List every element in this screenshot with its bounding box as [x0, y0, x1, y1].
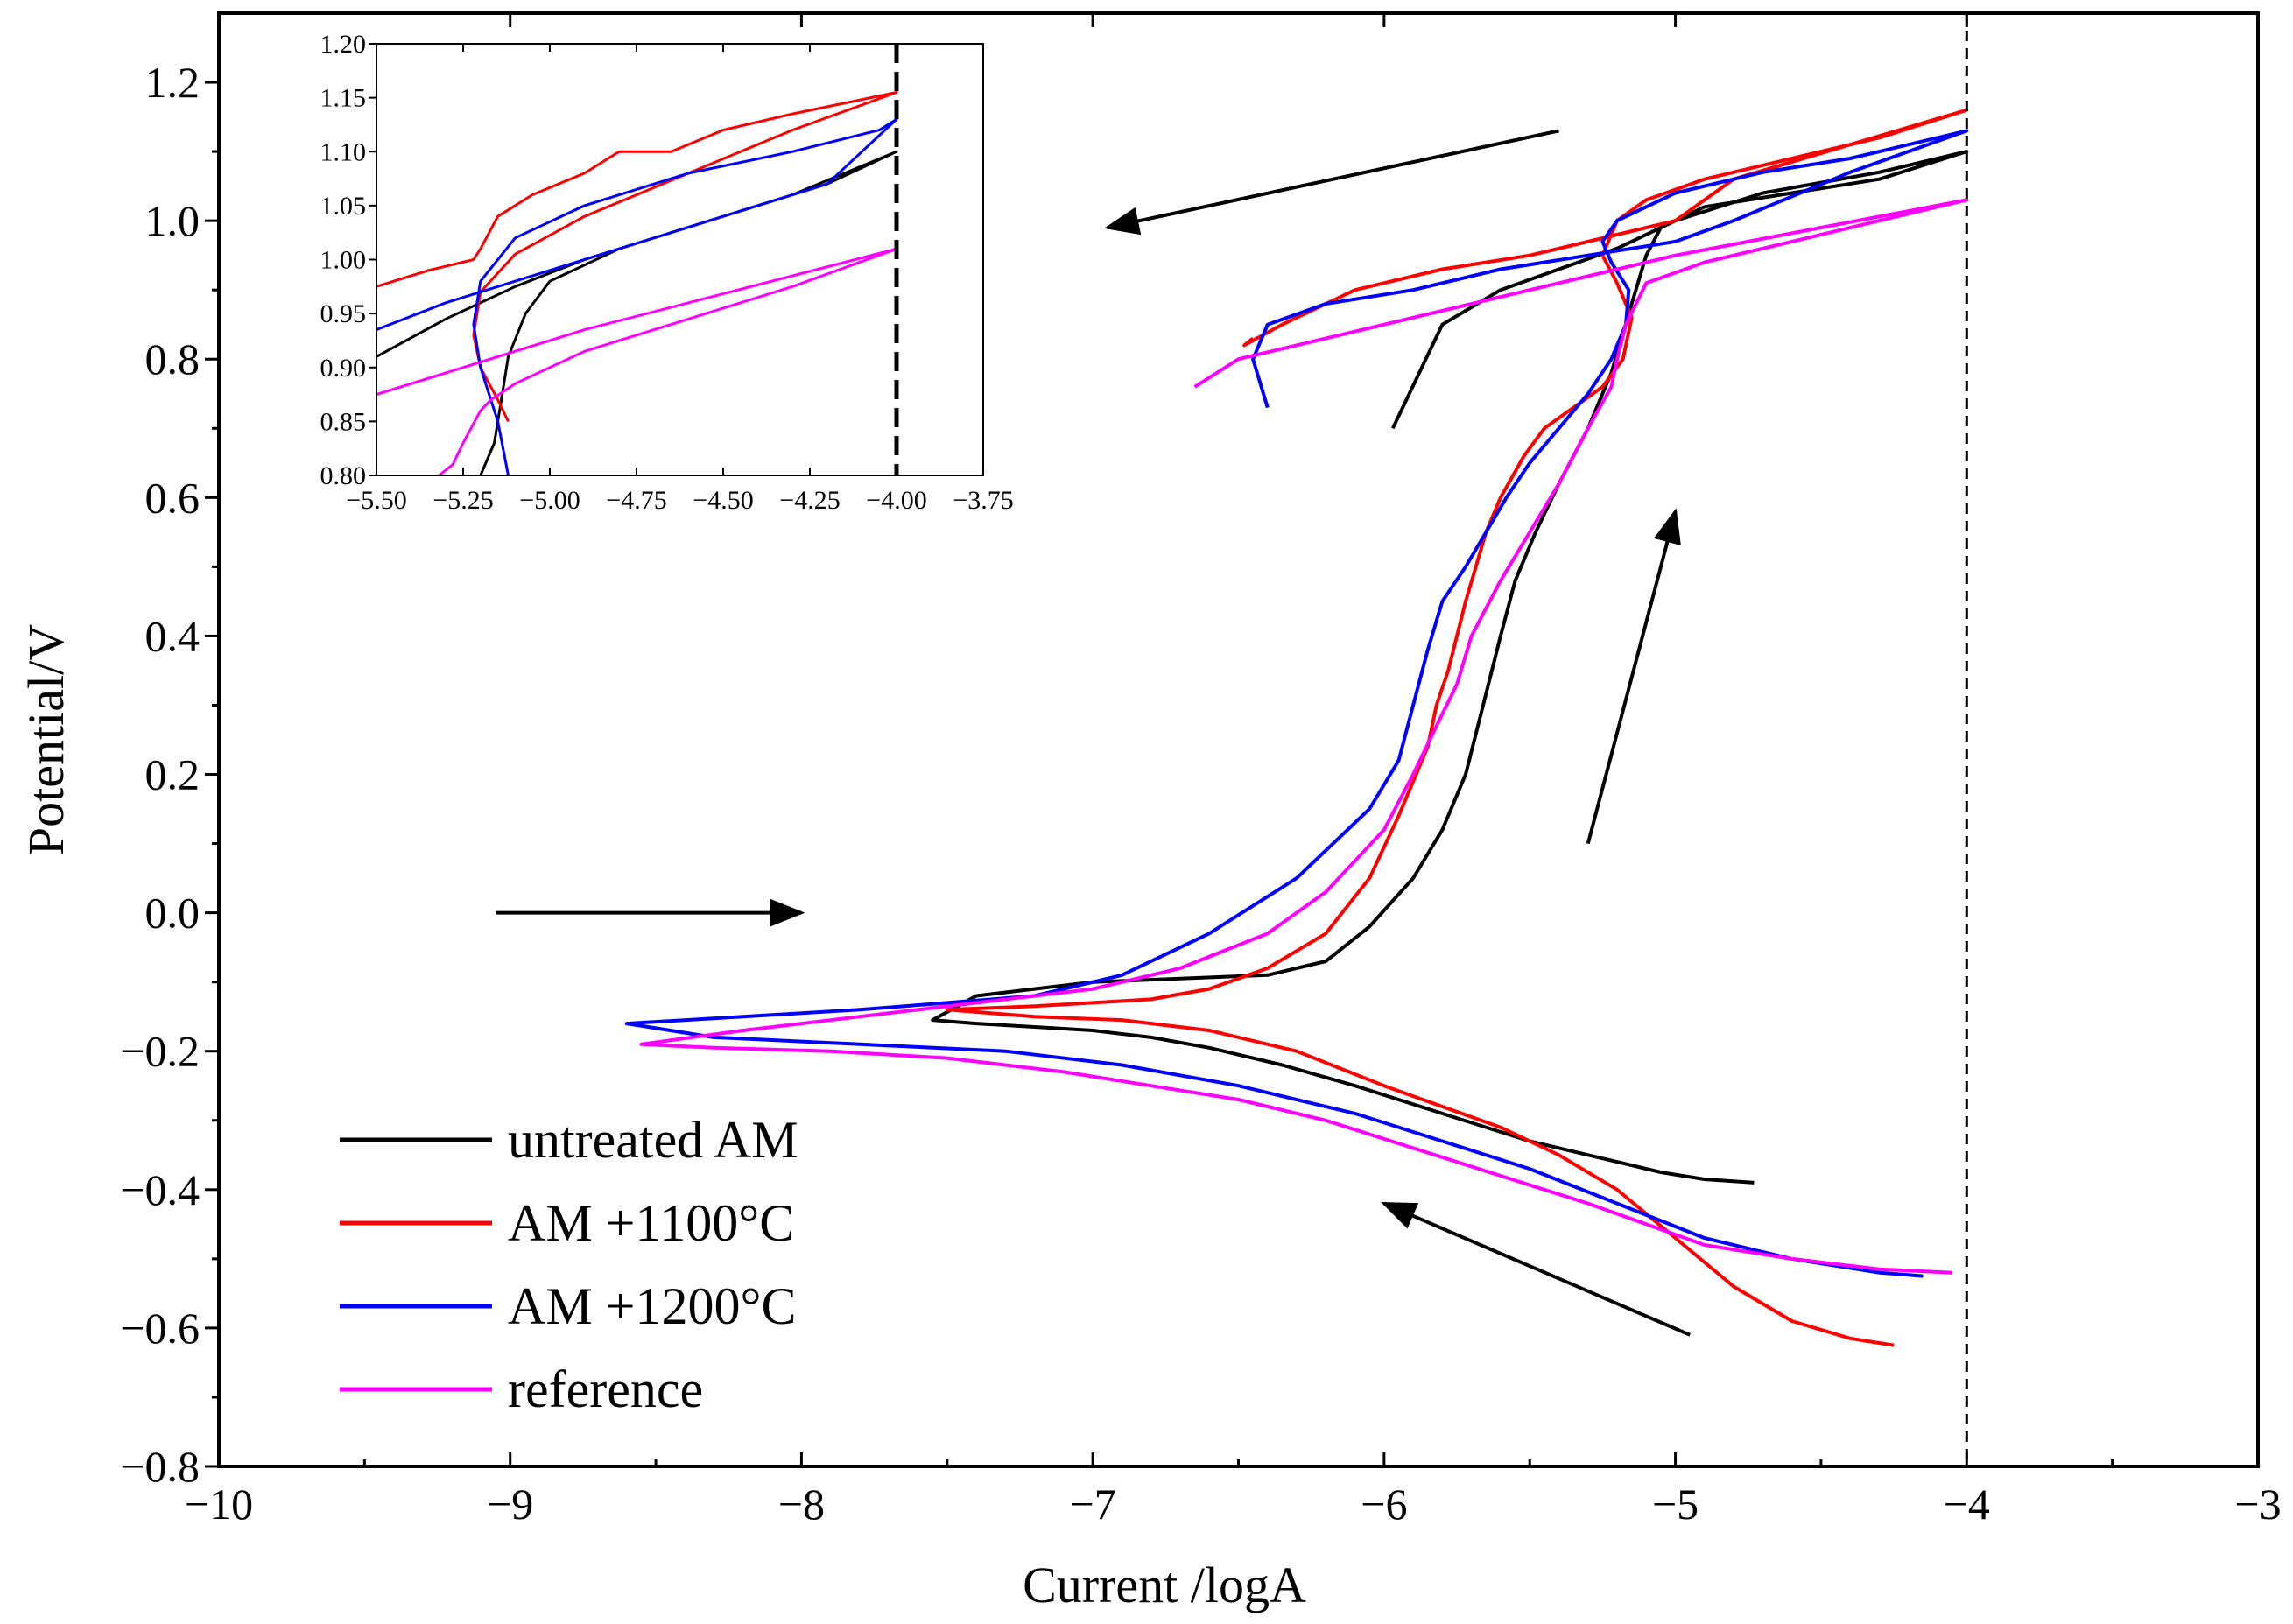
inset-series-am-1100-c	[376, 91, 898, 423]
inset-x-tick-label: −4.25	[779, 486, 840, 515]
main-y-tick-label: −0.8	[120, 1442, 200, 1491]
main-series-layer	[624, 108, 1969, 1347]
inset-x-tick-label: −4.50	[693, 486, 753, 515]
cathodic-return-arrow	[1381, 1201, 1691, 1337]
main-x-tick-label: −6	[1361, 1480, 1407, 1529]
legend-label-reference: reference	[508, 1360, 703, 1418]
main-series-am-1100-c	[945, 108, 1969, 1347]
main-y-tick-label: −0.4	[120, 1165, 200, 1214]
legend: untreated AM AM +1100°C AM +1200°C refer…	[340, 1111, 798, 1418]
main-series-untreated-am	[931, 150, 1969, 1185]
main-y-tick-label: −0.6	[120, 1304, 200, 1353]
inset-y-tick-label: 0.95	[320, 299, 367, 328]
main-y-tick-label: 0.0	[145, 889, 200, 938]
inset-x-tick-label: −4.00	[866, 486, 926, 515]
main-x-tick-label: −10	[185, 1480, 253, 1529]
inset-x-tick-label: −5.50	[346, 486, 406, 515]
main-y-tick-label: −0.2	[120, 1027, 200, 1076]
main-x-tick-label: −4	[1944, 1480, 1990, 1529]
main-x-tick-label: −5	[1652, 1480, 1699, 1529]
inset-x-axis: −5.50 −5.25 −5.00 −4.75 −4.50 −4.25 −4.00 −3.75	[346, 44, 1014, 515]
main-x-axis: −10 −9 −8 −7 −6 −5 −4 −3	[185, 13, 2282, 1529]
inset-y-tick-label: 1.05	[320, 192, 367, 221]
inset-plot-area: −5.50 −5.25 −5.00 −4.75 −4.50 −4.25 −4.00 −3.75…	[320, 30, 1014, 515]
inset-series-am-1200-c	[376, 117, 898, 475]
reverse-scan-arrow	[1103, 129, 1559, 236]
inset-y-tick-label: 1.00	[320, 246, 367, 275]
main-y-tick-label: 0.8	[145, 334, 200, 383]
inset-x-tick-label: −5.00	[519, 486, 580, 515]
main-y-tick-label: 1.2	[145, 58, 200, 107]
inset-y-tick-label: 1.20	[320, 30, 367, 59]
inset-y-tick-label: 0.90	[320, 354, 367, 383]
main-y-tick-label: 1.0	[145, 196, 200, 245]
anodic-rise-arrow	[1586, 508, 1681, 845]
inset-series-reference	[376, 247, 898, 475]
inset-y-tick-label: 0.85	[320, 407, 367, 436]
inset-series-layer	[376, 91, 898, 475]
legend-label-am-1100: AM +1100°C	[508, 1194, 794, 1252]
main-y-axis: −0.8 −0.6 −0.4 −0.2 0.0 0.2 0.4 0.6 0.8 1.0 1.2	[120, 58, 219, 1491]
inset-y-tick-label: 1.15	[320, 84, 367, 113]
main-x-tick-label: −8	[778, 1480, 825, 1529]
main-y-tick-label: 0.4	[145, 611, 200, 660]
inset-y-tick-label: 1.10	[320, 137, 367, 166]
inset-x-tick-label: −5.25	[433, 486, 493, 515]
main-y-tick-label: 0.6	[145, 473, 200, 522]
inset-y-tick-label: 0.80	[320, 461, 367, 490]
inset-x-tick-label: −3.75	[953, 486, 1013, 515]
main-series-am-1200-c	[624, 129, 1969, 1278]
x-axis-title: Current /logA	[1023, 1557, 1306, 1613]
main-y-tick-label: 0.2	[145, 750, 200, 799]
inset-y-axis: 0.80 0.85 0.90 0.95 1.00 1.05 1.10 1.15 1.20	[320, 30, 376, 490]
main-series-reference	[639, 198, 1969, 1275]
y-axis-title: Potential/V	[18, 624, 74, 855]
main-x-tick-label: −9	[487, 1480, 533, 1529]
inset-x-tick-label: −4.75	[606, 486, 666, 515]
inset-background	[376, 44, 983, 475]
main-x-tick-label: −7	[1070, 1480, 1116, 1529]
legend-label-untreated-am: untreated AM	[508, 1111, 798, 1169]
legend-label-am-1200: AM +1200°C	[508, 1277, 797, 1335]
scan-direction-arrows	[496, 129, 1691, 1337]
main-x-tick-label: −3	[2234, 1480, 2281, 1529]
main-plot-area: −10 −9 −8 −7 −6 −5 −4 −3 −0.8 −0.6 −0.4 −0.2 0.0 0.2…	[18, 11, 2282, 1613]
